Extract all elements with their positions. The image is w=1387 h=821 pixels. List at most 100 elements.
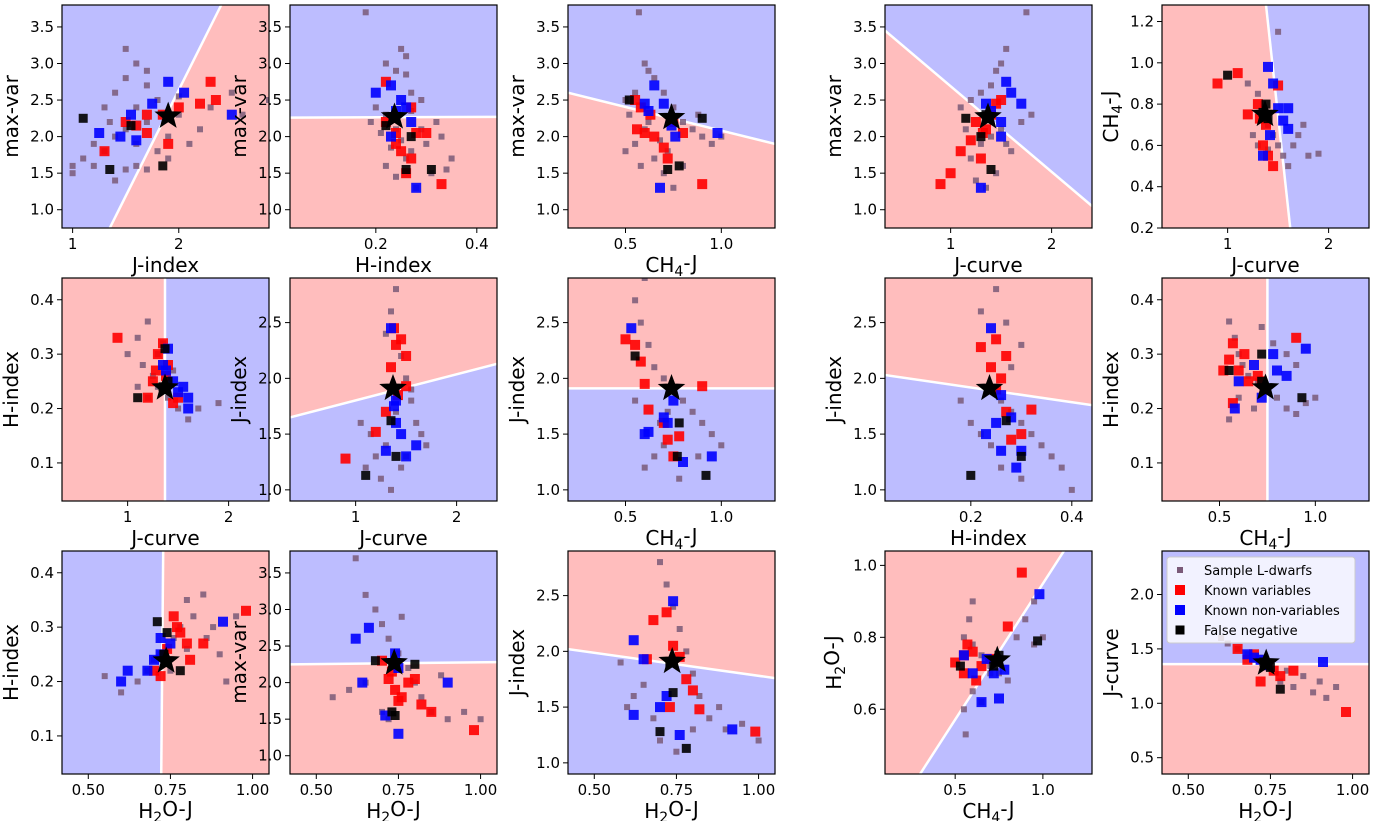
sample-point — [689, 126, 696, 133]
false-negative-point — [175, 666, 185, 676]
false-negative-point — [624, 95, 634, 105]
known-nonvariable-point — [1011, 462, 1022, 473]
target-star — [983, 645, 1011, 672]
sample-point — [664, 408, 671, 415]
known-nonvariable-point — [712, 128, 723, 138]
known-variable-point — [391, 339, 401, 350]
plot-area — [62, 551, 269, 774]
known-variable-point — [1227, 398, 1238, 409]
known-variable-point — [370, 426, 381, 437]
known-nonvariable-point — [661, 691, 672, 701]
sample-point — [433, 119, 440, 125]
known-nonvariable-point — [1233, 376, 1244, 387]
sample-point — [1300, 121, 1307, 128]
sample-point — [165, 133, 172, 140]
known-variable-point — [976, 661, 987, 672]
known-nonvariable-point — [1256, 392, 1267, 403]
x-tick-label: 0.75 — [154, 781, 187, 799]
y-axis-label: H-index — [0, 624, 23, 701]
known-nonvariable-point — [996, 117, 1007, 127]
x-axis-label: H-index — [355, 253, 432, 277]
sample-point — [641, 464, 648, 471]
chart-panel-12: 0.50 0.75 1.00 1.0 1.5 2.0 2.5 3.0 3.5 H2​O-J max-… — [227, 550, 498, 821]
axes-frame — [1161, 277, 1370, 502]
sample-point — [408, 397, 415, 404]
known-variable-point — [1016, 429, 1027, 440]
x-tick-label: 2 — [452, 508, 462, 526]
known-variable-point — [643, 404, 654, 415]
known-variable-point — [694, 704, 705, 715]
sample-point — [266, 97, 269, 103]
known-variable-point — [195, 98, 205, 109]
known-variable-point — [152, 349, 163, 360]
known-variable-point — [958, 668, 969, 679]
x-tick-label: 0.5 — [614, 508, 638, 526]
sample-point — [90, 140, 97, 147]
known-variable-point — [386, 362, 396, 373]
x-tick-label: 0.50 — [72, 781, 105, 799]
target-star — [1251, 99, 1279, 127]
sample-point — [228, 89, 235, 96]
known-nonvariable-point — [386, 323, 396, 334]
known-nonvariable-point — [147, 98, 158, 109]
false-negative-point — [391, 451, 401, 461]
known-variable-point — [168, 398, 179, 409]
known-variable-point — [697, 381, 708, 392]
sample-point — [175, 93, 182, 100]
sample-point — [170, 367, 177, 374]
known-nonvariable-point — [1016, 445, 1027, 456]
sample-point — [362, 591, 369, 598]
y-tick-label: 2.5 — [536, 91, 560, 109]
known-nonvariable-point — [1258, 150, 1268, 161]
x-tick-label: 0.50 — [1172, 781, 1205, 799]
target-star — [380, 102, 409, 129]
sample-point — [988, 442, 994, 449]
known-variable-point — [469, 725, 479, 736]
known-nonvariable-point — [649, 80, 660, 91]
sample-point — [1254, 90, 1261, 97]
known-nonvariable-point — [442, 677, 453, 688]
known-variable-point — [99, 146, 110, 157]
sample-point — [144, 318, 151, 325]
sample-point — [1293, 362, 1300, 368]
y-axis-label: H2​O-J — [820, 635, 849, 690]
y-tick-label: 1.0 — [258, 747, 282, 765]
y-tick-label: 2.0 — [1130, 586, 1154, 604]
sample-point — [998, 464, 1005, 471]
region-decision — [1162, 5, 1291, 228]
known-variable-point — [674, 431, 685, 442]
sample-point — [405, 665, 412, 671]
known-variable-point — [406, 102, 417, 113]
known-variable-point — [664, 702, 675, 713]
known-variable-point — [1016, 567, 1027, 578]
sample-point — [1285, 163, 1292, 170]
known-variable-point — [436, 179, 447, 190]
sample-point — [444, 716, 451, 723]
known-variable-point — [406, 153, 417, 164]
known-nonvariable-point — [183, 392, 194, 403]
known-nonvariable-point — [967, 668, 978, 679]
y-tick-label: 0.8 — [1130, 95, 1154, 113]
sample-point — [1235, 351, 1242, 358]
x-axis-label: H2​O-J — [644, 797, 699, 821]
x-tick-label: 0.5 — [943, 781, 967, 799]
y-tick-label: 2.5 — [258, 314, 282, 332]
sample-point — [403, 375, 410, 382]
sample-point — [418, 694, 425, 701]
y-tick-label: 3.0 — [258, 600, 282, 618]
decision-boundary — [1264, 5, 1292, 228]
y-tick-label: 1.2 — [1130, 13, 1154, 31]
chart-panel-2: 0.2 0.4 1.0 1.5 2.0 2.5 3.0 3.5 H-index max-var — [227, 4, 498, 277]
x-tick-label: 1 — [946, 235, 956, 253]
known-nonvariable-point — [401, 451, 412, 462]
sample-point — [1226, 416, 1233, 423]
y-tick-label: 0.1 — [1130, 454, 1154, 472]
sample-point — [393, 408, 399, 415]
known-nonvariable-point — [386, 131, 396, 142]
sample-point — [357, 419, 364, 426]
y-tick-label: 1.0 — [853, 556, 877, 574]
known-variable-point — [168, 611, 179, 622]
known-nonvariable-point — [1263, 61, 1273, 72]
sample-point — [122, 45, 129, 52]
